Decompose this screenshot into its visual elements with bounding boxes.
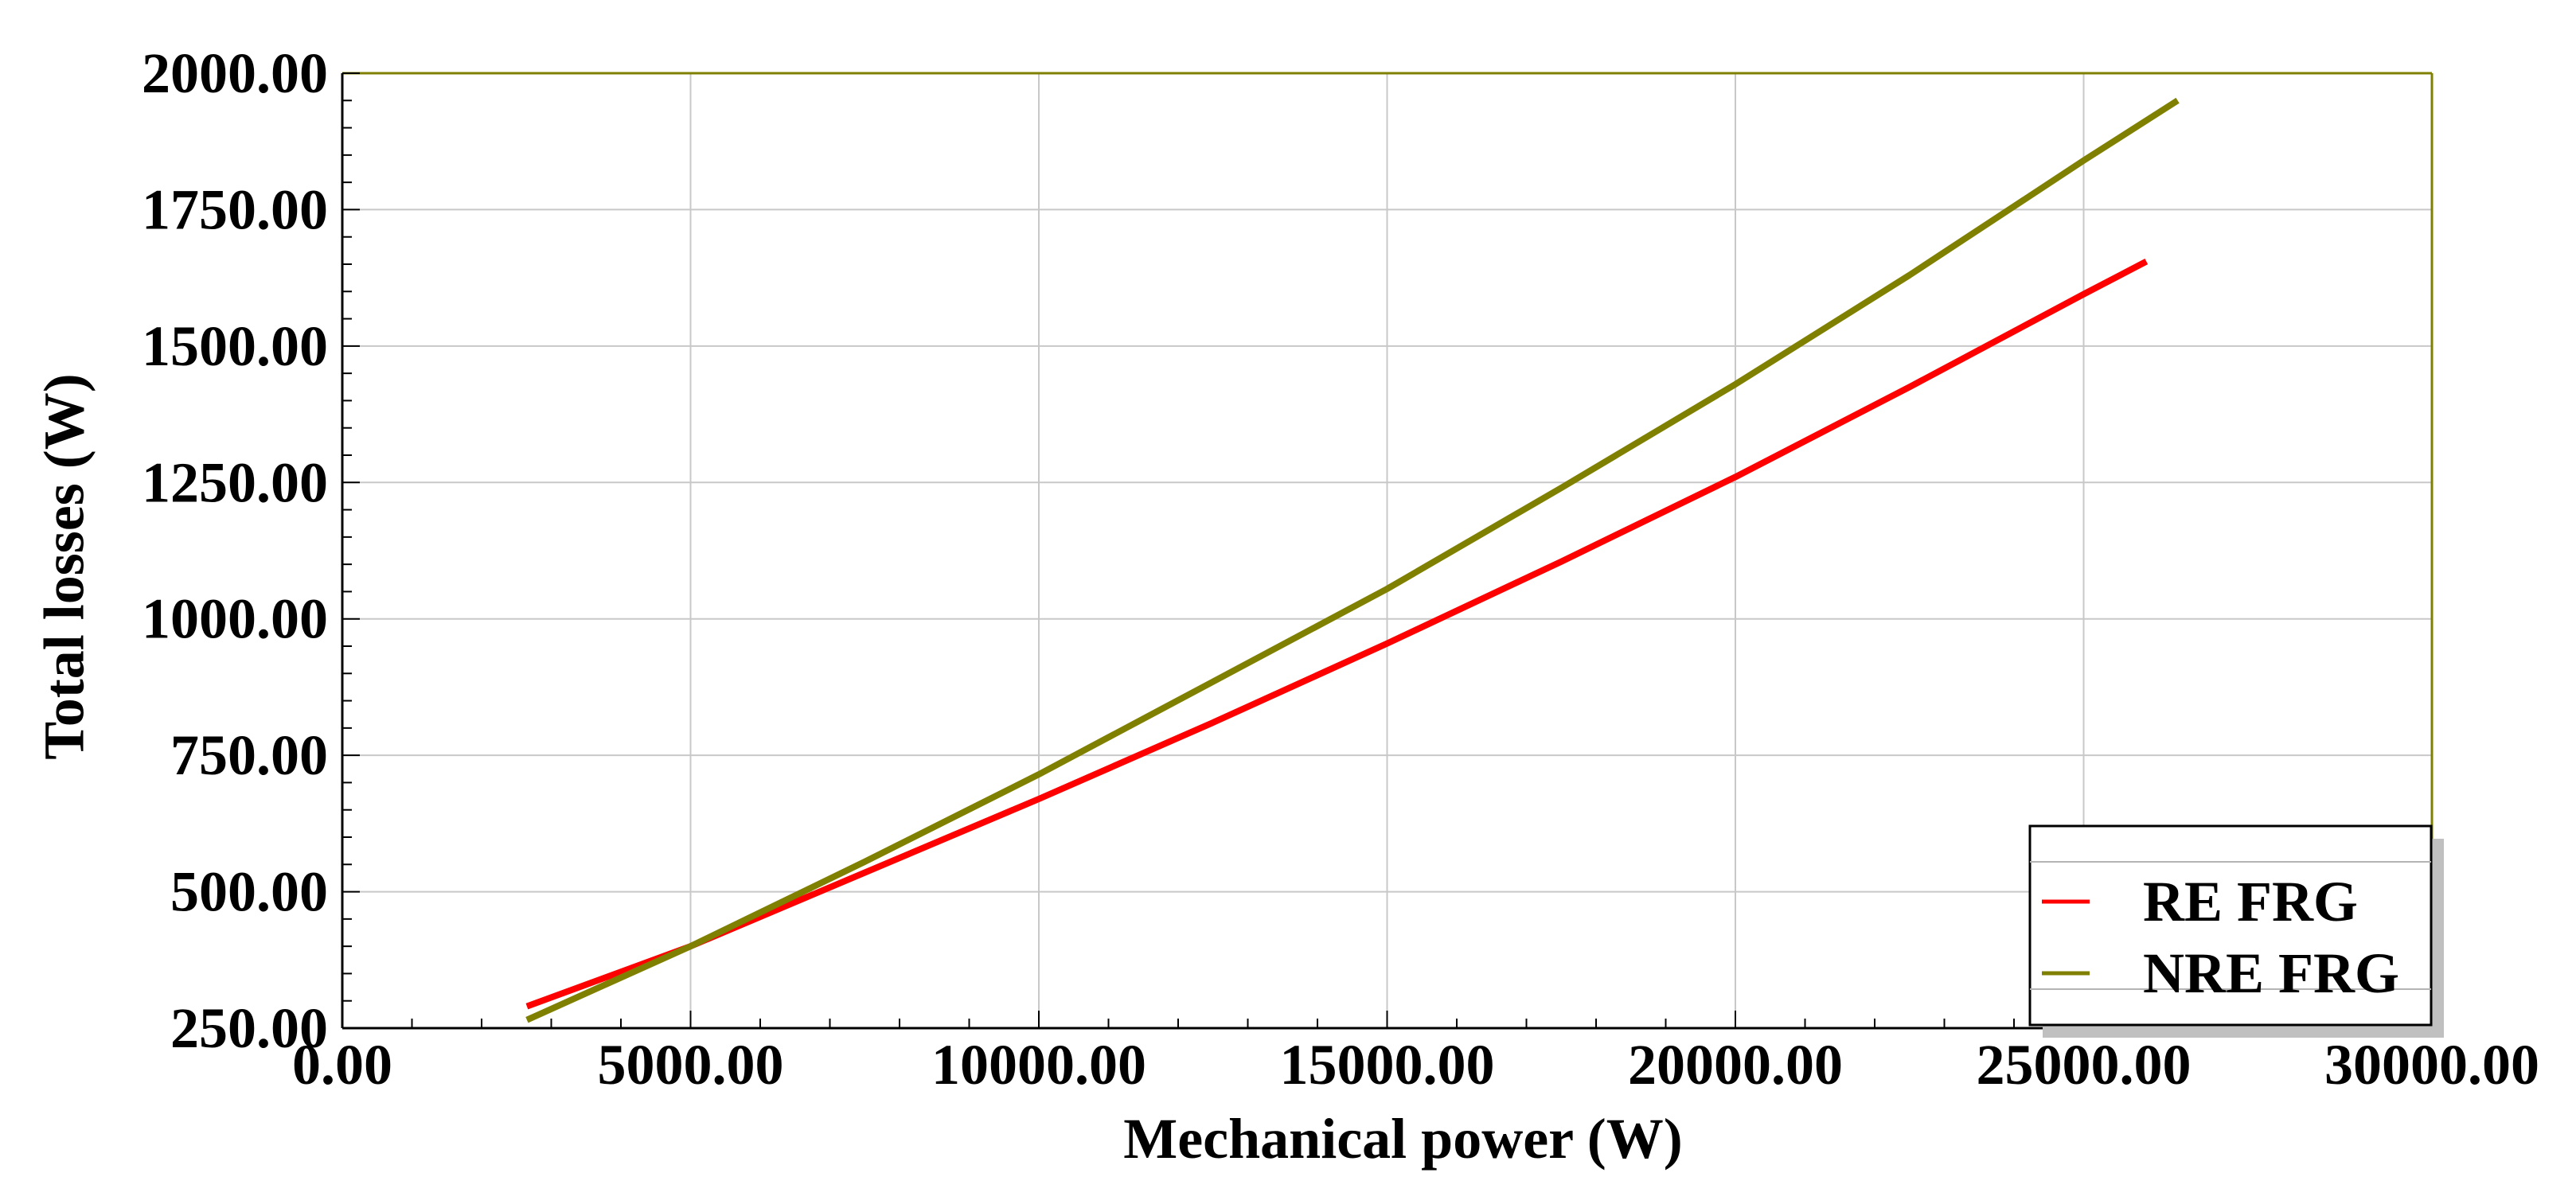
y-tick-label: 1750.00 — [142, 177, 328, 241]
legend-box — [2028, 824, 2433, 1027]
y-tick-label: 2000.00 — [142, 41, 328, 105]
grid-lines — [342, 73, 2432, 1028]
x-tick-labels: 0.00 5000.00 10000.00 15000.00 20000.00 25000… — [292, 1033, 2539, 1097]
y-tick-labels: 250.00 500.00 750.00 1000.00 1250.00 1500.00 1… — [142, 41, 328, 1060]
x-axis-title: Mechanical power (W) — [1123, 1107, 1683, 1171]
y-tick-label: 1500.00 — [142, 314, 328, 378]
y-tick-label: 750.00 — [170, 723, 328, 787]
y-axis-title: Total losses (W) — [33, 373, 96, 759]
x-tick-label: 20000.00 — [1628, 1033, 1843, 1097]
legend: RE FRG NRE FRG — [2028, 824, 2444, 1038]
x-tick-label: 5000.00 — [598, 1033, 784, 1097]
x-tick-label: 0.00 — [292, 1033, 392, 1097]
y-tick-label: 1250.00 — [142, 450, 328, 514]
x-tick-label: 15000.00 — [1280, 1033, 1495, 1097]
legend-label: RE FRG — [2143, 870, 2358, 933]
x-tick-label: 25000.00 — [1977, 1033, 2192, 1097]
legend-label: NRE FRG — [2143, 941, 2399, 1005]
series-lines — [525, 97, 2180, 1023]
y-tick-label: 500.00 — [170, 860, 328, 924]
y-tick-label: 250.00 — [170, 996, 328, 1060]
x-tick-label: 30000.00 — [2324, 1033, 2539, 1097]
series-line-re-frg — [525, 259, 2149, 1010]
y-tick-label: 1000.00 — [142, 587, 328, 651]
x-tick-label: 10000.00 — [931, 1033, 1146, 1097]
series-line-nre-frg — [525, 97, 2180, 1023]
